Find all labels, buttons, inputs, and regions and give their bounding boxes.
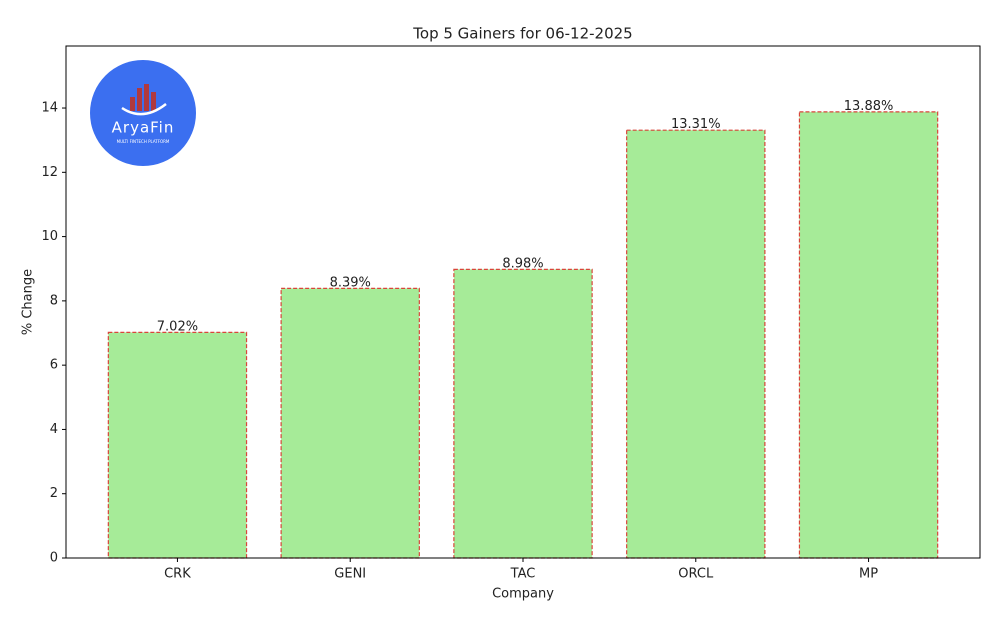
logo-bar [144,84,149,111]
value-label: 8.98% [502,256,543,271]
chart-title: Top 5 Gainers for 06-12-2025 [412,25,632,43]
logo-name: AryaFin [112,119,175,137]
value-label: 7.02% [157,319,198,334]
plot-frame [65,45,981,559]
y-tick-label: 2 [50,486,58,501]
logo-bar [137,88,142,111]
bar [626,129,766,559]
y-tick-label: 8 [50,293,58,308]
logo-bar [151,92,156,111]
x-tick-label: GENI [334,567,366,582]
logo: AryaFin MULTI FINTECH PLATFORM [90,60,196,166]
y-tick-label: 12 [41,165,58,180]
x-tick-label: TAC [510,567,536,582]
value-label: 13.88% [844,99,894,114]
logo-bar [130,97,135,111]
y-tick-label: 10 [41,229,58,244]
bar [280,287,420,559]
y-tick-label: 14 [41,101,58,116]
value-label: 13.31% [671,117,721,132]
x-tick-label: ORCL [678,567,714,582]
logo-swoosh [121,103,167,116]
bar [798,111,939,559]
y-tick-label: 4 [50,422,58,437]
value-label: 8.39% [330,275,371,290]
bar [453,268,593,559]
bar [107,331,248,559]
y-tick-label: 6 [50,358,58,373]
x-tick-label: MP [859,567,878,582]
logo-tagline: MULTI FINTECH PLATFORM [117,139,170,144]
y-axis-label: % Change [21,269,36,335]
x-axis-label: Company [492,587,554,602]
y-tick-label: 0 [50,551,58,566]
x-tick-label: CRK [164,567,191,582]
